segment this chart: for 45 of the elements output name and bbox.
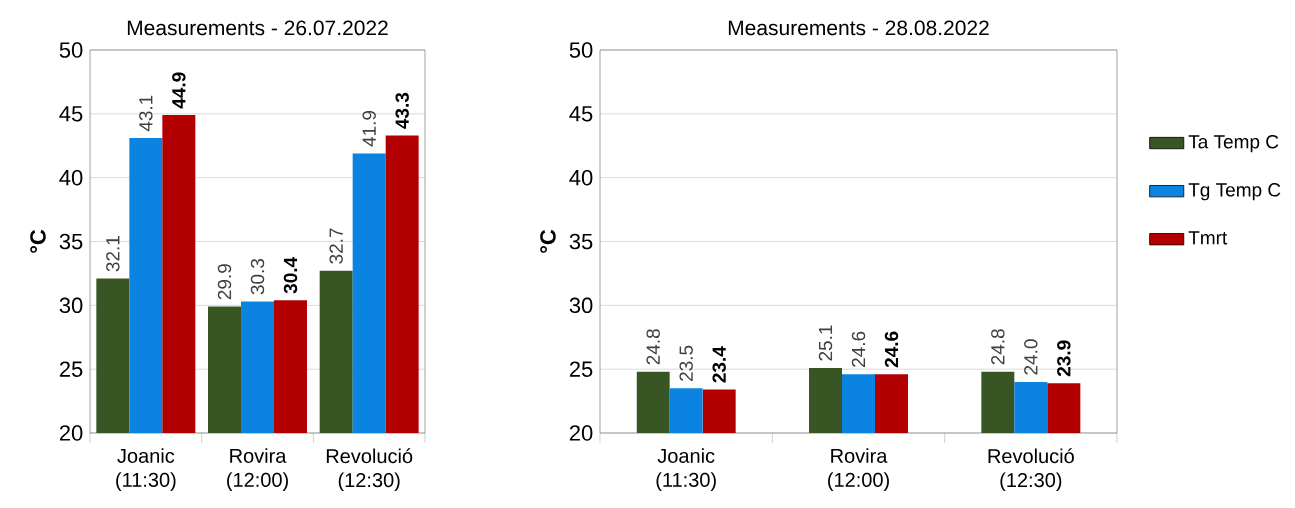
legend-label: Tg Temp C: [1188, 183, 1281, 201]
y-tick-label: 40: [569, 169, 593, 186]
legend-label: Ta Temp C: [1188, 134, 1279, 153]
data-label: 32.1: [106, 236, 120, 272]
chart-title: Measurements - 28.08.2022: [728, 20, 989, 36]
y-axis-title: °C: [30, 229, 46, 253]
y-tick-label: 40: [59, 169, 83, 186]
data-label: 32.7: [329, 228, 343, 264]
data-label: 23.5: [679, 345, 693, 381]
data-label: 30.4: [283, 256, 298, 294]
data-label: 29.9: [217, 264, 232, 300]
y-tick-label: 30: [569, 297, 593, 314]
x-tick-label: Rovira (12:00): [828, 448, 889, 491]
y-tick-label: 45: [569, 106, 593, 122]
y-tick-label: 50: [59, 42, 83, 58]
x-tick-label: Rovira (12:00): [227, 448, 288, 491]
y-tick-label: 35: [569, 233, 593, 250]
data-label: 24.0: [1024, 339, 1038, 375]
data-label: 24.6: [884, 331, 899, 368]
y-tick-label: 35: [59, 233, 83, 250]
data-label: 23.9: [1057, 340, 1071, 377]
y-tick-label: 30: [59, 297, 83, 314]
data-label: 41.9: [362, 110, 376, 147]
data-label: 24.6: [851, 331, 866, 367]
y-axis-title: °C: [540, 229, 556, 253]
y-tick-label: 25: [59, 361, 83, 377]
x-tick-label: Revolució (12:30): [988, 448, 1074, 492]
data-label: 24.8: [646, 329, 660, 365]
y-tick-label: 45: [59, 106, 83, 122]
data-label: 44.9: [172, 72, 186, 109]
data-label: 30.3: [250, 258, 265, 295]
x-tick-label: Revolució (12:30): [326, 448, 413, 492]
data-label: 25.1: [818, 325, 833, 361]
data-label: 23.4: [712, 346, 726, 383]
x-tick-label: Joanic (11:30): [116, 448, 176, 491]
data-label: 24.8: [991, 329, 1005, 365]
chart-title: Measurements - 26.07.2022: [127, 20, 388, 36]
x-tick-label: Joanic (11:30): [656, 448, 716, 491]
y-tick-label: 25: [569, 361, 593, 377]
data-label: 43.1: [139, 95, 153, 132]
legend-label: Tmrt: [1188, 231, 1228, 245]
data-label: 43.3: [395, 92, 409, 129]
y-tick-label: 20: [569, 425, 593, 441]
y-tick-label: 20: [59, 425, 83, 441]
y-tick-label: 50: [569, 42, 593, 58]
